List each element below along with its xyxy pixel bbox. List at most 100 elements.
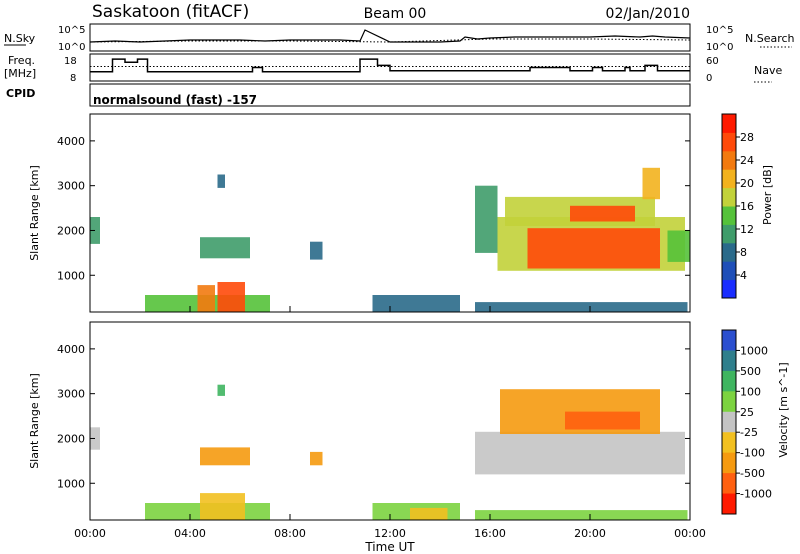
power-colorbar-band [722, 279, 736, 299]
time-tick-label: 08:00 [274, 527, 306, 540]
freq-left-tick-bottom: 8 [70, 73, 76, 84]
power-colorbar-tick-label: 12 [740, 223, 754, 236]
time-tick-label: 04:00 [174, 527, 206, 540]
velocity-colorbar-band [722, 370, 736, 392]
echo-region [217, 174, 225, 188]
time-tick-label: 00:00 [74, 527, 106, 540]
power-colorbar-band [722, 206, 736, 225]
velocity-colorbar-tick-label: 25 [740, 406, 754, 419]
echo-region [667, 230, 690, 262]
velocity-colorbar: 1000 500 100 25 -25 -100 -500 -1000 [721, 329, 772, 515]
power-colorbar: 4 8 12 16 20 24 28 [721, 113, 754, 299]
noise-lines [89, 29, 691, 43]
noise-left-tick-top: 10^5 [58, 25, 85, 36]
power-colorbar-tick-label: 24 [740, 154, 754, 167]
echo-region [527, 228, 660, 269]
y-tick-label: 2000 [57, 224, 85, 237]
power-colorbar-band [722, 242, 736, 262]
time-tick-label: 20:00 [574, 527, 606, 540]
freq-right-tick-bottom: 0 [706, 73, 712, 84]
freq-panel-frame [89, 53, 691, 82]
cpid-mode-text: normalsound (fast) -157 [93, 93, 257, 107]
beam-label: Beam 00 [364, 6, 427, 22]
velocity-colorbar-tick-label: -1000 [740, 488, 772, 501]
velocity-colorbar-band [722, 452, 736, 474]
cpid-label: CPID [6, 87, 35, 100]
freq-lines [90, 58, 690, 73]
freq-label-line2: [MHz] [4, 67, 36, 80]
power-axis: 1000 2000 3000 4000 [57, 135, 691, 312]
velocity-colorbar-tick-label: -100 [740, 447, 765, 460]
y-tick-label: 3000 [57, 388, 85, 401]
echo-region [565, 411, 640, 430]
noise-right-tick-bottom: 10^0 [706, 42, 733, 53]
velocity-colorbar-band [722, 432, 736, 454]
y-tick-label: 4000 [57, 343, 85, 356]
time-tick-label: 12:00 [374, 527, 406, 540]
velocity-echoes [90, 384, 688, 520]
noise-series-line [89, 29, 691, 43]
velocity-colorbar-tick-label: -500 [740, 467, 765, 480]
date-label: 02/Jan/2010 [606, 6, 690, 22]
power-colorbar-band [722, 114, 736, 133]
echo-region [372, 295, 460, 312]
velocity-colorbar-frame [721, 329, 737, 515]
time-tick-label: 16:00 [474, 527, 506, 540]
echo-region [310, 241, 323, 260]
y-tick-label: 2000 [57, 432, 85, 445]
freq-left-tick-top: 18 [64, 56, 77, 67]
power-colorbar-band [722, 224, 736, 244]
echo-region [410, 507, 448, 520]
velocity-colorbar-band [722, 493, 736, 515]
y-tick-label: 4000 [57, 135, 85, 148]
velocity-colorbar-band [722, 350, 736, 372]
time-axis-label: Time UT [364, 540, 415, 554]
freq-label-line1: Freq. [8, 54, 35, 67]
echo-region [217, 282, 245, 312]
y-tick-label: 3000 [57, 180, 85, 193]
time-axis-ticks: 00:00 04:00 08:00 12:00 16:00 20:00 00:00 [74, 527, 706, 540]
velocity-colorbar-tick-label: -25 [740, 426, 758, 439]
echo-region [197, 285, 215, 312]
echo-region [475, 185, 498, 253]
echo-region [570, 205, 635, 222]
velocity-colorbar-tick-label: 100 [740, 385, 761, 398]
noise-left-label: N.Sky [4, 32, 36, 45]
freq-series-line [90, 58, 690, 73]
y-tick-label: 1000 [57, 477, 85, 490]
velocity-colorbar-band [722, 330, 736, 351]
noise-right-tick-top: 10^5 [706, 25, 733, 36]
echo-region [217, 384, 225, 396]
power-colorbar-band [722, 132, 736, 152]
echo-region [475, 431, 685, 475]
echo-region [475, 510, 688, 520]
power-colorbar-tick-label: 16 [740, 200, 754, 213]
power-ylabel: Slant Range [km] [28, 165, 41, 261]
echo-region [200, 447, 250, 466]
chart-title: Saskatoon (fitACF) [92, 2, 249, 22]
power-echoes [90, 167, 690, 312]
power-colorbar-band [722, 261, 736, 281]
echo-region [200, 493, 245, 520]
power-colorbar-band [722, 150, 736, 170]
velocity-colorbar-tick-label: 1000 [740, 344, 768, 357]
velocity-ylabel: Slant Range [km] [28, 373, 41, 469]
velocity-colorbar-band [722, 473, 736, 495]
velocity-colorbar-band [722, 411, 736, 433]
power-colorbar-tick-label: 20 [740, 177, 754, 190]
velocity-colorbar-tick-label: 500 [740, 365, 761, 378]
velocity-colorbar-band [722, 391, 736, 413]
echo-region [310, 451, 323, 466]
noise-right-label: N.Search [745, 32, 795, 45]
velocity-colorbar-label: Velocity [m s^-1] [777, 362, 790, 457]
time-tick-label: 00:00 [674, 527, 706, 540]
power-colorbar-band [722, 169, 736, 189]
echo-region [475, 302, 688, 312]
noise-left-tick-bottom: 10^0 [58, 42, 85, 53]
power-colorbar-tick-label: 28 [740, 131, 754, 144]
velocity-axis: 1000 2000 3000 4000 [57, 343, 691, 520]
freq-right-label: Nave [754, 64, 782, 77]
power-colorbar-tick-label: 4 [740, 269, 747, 282]
power-colorbar-label: Power [dB] [761, 165, 774, 225]
